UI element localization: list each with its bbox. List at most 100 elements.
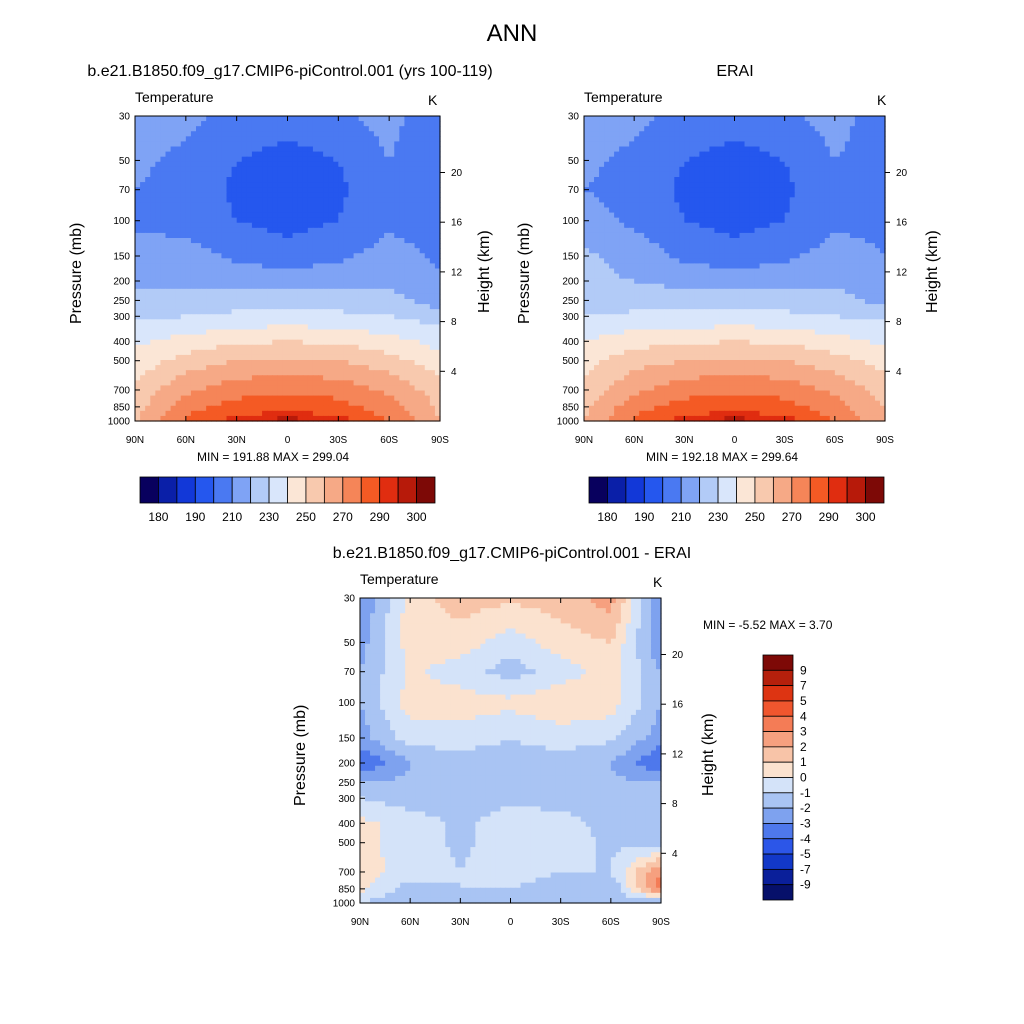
contour-cell <box>343 400 350 407</box>
contour-cell <box>343 360 350 366</box>
contour-cell <box>338 390 345 397</box>
contour-cell <box>307 339 314 346</box>
contour-cell <box>804 136 811 143</box>
contour-cell <box>328 415 334 422</box>
contour-cell <box>216 212 223 219</box>
contour-cell <box>145 192 151 198</box>
contour-cell <box>231 349 238 356</box>
contour-cell <box>196 146 202 153</box>
contour-cell <box>634 141 640 148</box>
contour-cell <box>302 390 309 397</box>
contour-cell <box>809 171 816 178</box>
contour-cell <box>185 405 192 412</box>
contour-cell <box>409 354 416 361</box>
contour-cell <box>844 222 851 229</box>
contour-cell <box>414 121 421 127</box>
contour-cell <box>844 202 851 209</box>
contour-cell <box>231 258 238 265</box>
contour-cell <box>190 293 197 300</box>
contour-cell <box>312 258 319 265</box>
contour-cell <box>719 222 726 229</box>
contour-cell <box>639 161 645 168</box>
contour-cell <box>609 177 615 183</box>
contour-cell <box>358 410 365 417</box>
contour-cell <box>190 146 197 153</box>
pressure-tick-label: 200 <box>113 277 130 288</box>
contour-cell <box>389 344 395 351</box>
contour-cell <box>277 415 284 422</box>
contour-cell <box>328 121 334 127</box>
contour-cell <box>323 116 329 122</box>
contour-cell <box>175 354 182 361</box>
contour-cell <box>824 156 831 163</box>
contour-cell <box>774 156 781 163</box>
contour-cell <box>734 116 741 122</box>
contour-cell <box>724 197 731 204</box>
contour-cell <box>135 299 141 305</box>
contour-cell <box>363 227 370 234</box>
contour-cell <box>434 177 441 183</box>
contour-cell <box>864 161 871 168</box>
contour-cell <box>267 212 273 219</box>
contour-cell <box>368 299 375 305</box>
contour-cell <box>216 288 223 295</box>
contour-cell <box>231 253 238 259</box>
contour-cell <box>135 395 141 402</box>
contour-cell <box>251 238 258 244</box>
contour-cell <box>246 365 253 371</box>
contour-cell <box>267 288 273 295</box>
contour-cell <box>343 182 350 188</box>
contour-cell <box>160 192 167 198</box>
contour-cell <box>634 166 640 173</box>
contour-cell <box>744 171 751 178</box>
contour-cell <box>135 146 141 153</box>
contour-cell <box>338 177 345 183</box>
contour-cell <box>664 171 670 178</box>
contour-cell <box>709 187 716 193</box>
contour-cell <box>699 171 705 178</box>
contour-cell <box>719 116 726 122</box>
contour-cell <box>699 121 705 127</box>
contour-cell <box>869 182 876 188</box>
contour-cell <box>404 232 411 239</box>
contour-cell <box>379 273 385 280</box>
contour-cell <box>629 197 635 204</box>
contour-cell <box>206 182 212 188</box>
contour-cell <box>739 121 746 127</box>
contour-cell <box>859 182 866 188</box>
contour-cell <box>282 334 289 341</box>
contour-cell <box>216 238 223 244</box>
contour-cell <box>363 405 370 412</box>
contour-cell <box>226 375 233 381</box>
contour-cell <box>282 243 289 249</box>
contour-cell <box>789 156 796 163</box>
contour-cell <box>719 217 726 224</box>
contour-cell <box>236 177 243 183</box>
contour-cell <box>764 151 771 158</box>
contour-cell <box>434 314 441 320</box>
contour-cell <box>849 202 856 209</box>
contour-cell <box>434 258 441 265</box>
contour-cell <box>307 177 314 183</box>
contour-cell <box>404 146 411 153</box>
contour-cell <box>145 227 151 234</box>
contour-cell <box>389 314 395 320</box>
contour-cell <box>724 116 731 122</box>
contour-cell <box>409 385 416 392</box>
contour-cell <box>262 197 268 204</box>
contour-cell <box>262 405 268 412</box>
contour-cell <box>302 360 309 366</box>
contour-cell <box>619 156 625 163</box>
contour-cell <box>609 207 615 214</box>
contour-cell <box>363 390 370 397</box>
contour-cell <box>424 344 431 351</box>
contour-cell <box>769 131 776 137</box>
pressure-tick-label: 30 <box>119 112 131 123</box>
contour-cell <box>363 339 370 346</box>
contour-cell <box>424 410 431 417</box>
contour-cell <box>373 344 380 351</box>
contour-cell <box>257 283 263 290</box>
contour-cell <box>674 202 680 209</box>
contour-cell <box>277 212 284 219</box>
contour-cell <box>165 253 172 259</box>
